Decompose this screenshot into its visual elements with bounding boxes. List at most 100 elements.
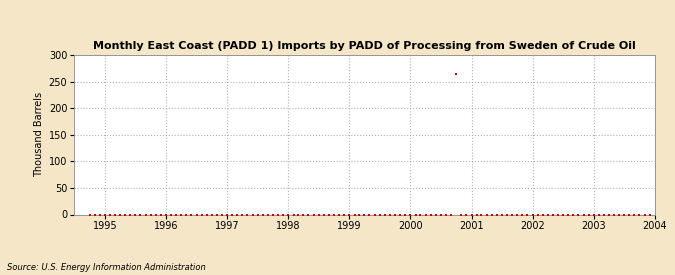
Point	[578, 212, 589, 217]
Point	[212, 212, 223, 217]
Point	[333, 212, 344, 217]
Point	[364, 212, 375, 217]
Point	[558, 212, 568, 217]
Point	[379, 212, 390, 217]
Point	[614, 212, 624, 217]
Point	[425, 212, 436, 217]
Point	[533, 212, 543, 217]
Y-axis label: Thousand Barrels: Thousand Barrels	[34, 92, 45, 177]
Point	[222, 212, 233, 217]
Point	[644, 212, 655, 217]
Point	[573, 212, 584, 217]
Point	[344, 212, 355, 217]
Point	[608, 212, 619, 217]
Point	[589, 212, 599, 217]
Title: Monthly East Coast (PADD 1) Imports by PADD of Processing from Sweden of Crude O: Monthly East Coast (PADD 1) Imports by P…	[93, 42, 636, 51]
Point	[176, 212, 187, 217]
Point	[303, 212, 314, 217]
Point	[84, 212, 95, 217]
Point	[191, 212, 202, 217]
Point	[227, 212, 238, 217]
Point	[389, 212, 400, 217]
Point	[502, 212, 512, 217]
Point	[354, 212, 364, 217]
Point	[639, 212, 650, 217]
Point	[100, 212, 111, 217]
Point	[308, 212, 319, 217]
Point	[242, 212, 252, 217]
Point	[507, 212, 518, 217]
Point	[512, 212, 522, 217]
Point	[232, 212, 242, 217]
Point	[130, 212, 140, 217]
Point	[125, 212, 136, 217]
Point	[319, 212, 329, 217]
Point	[135, 212, 146, 217]
Point	[537, 212, 548, 217]
Point	[517, 212, 528, 217]
Point	[527, 212, 538, 217]
Point	[553, 212, 564, 217]
Point	[547, 212, 558, 217]
Point	[385, 212, 396, 217]
Point	[634, 212, 645, 217]
Point	[273, 212, 284, 217]
Point	[451, 72, 462, 76]
Point	[476, 212, 487, 217]
Point	[201, 212, 212, 217]
Point	[395, 212, 406, 217]
Point	[161, 212, 171, 217]
Point	[151, 212, 161, 217]
Point	[237, 212, 248, 217]
Point	[369, 212, 380, 217]
Point	[145, 212, 156, 217]
Point	[522, 212, 533, 217]
Point	[421, 212, 431, 217]
Point	[288, 212, 299, 217]
Point	[217, 212, 227, 217]
Point	[293, 212, 304, 217]
Text: Source: U.S. Energy Information Administration: Source: U.S. Energy Information Administ…	[7, 263, 205, 272]
Point	[257, 212, 268, 217]
Point	[593, 212, 604, 217]
Point	[247, 212, 258, 217]
Point	[339, 212, 350, 217]
Point	[435, 212, 446, 217]
Point	[491, 212, 502, 217]
Point	[181, 212, 192, 217]
Point	[171, 212, 182, 217]
Point	[155, 212, 166, 217]
Point	[563, 212, 574, 217]
Point	[277, 212, 288, 217]
Point	[405, 212, 416, 217]
Point	[186, 212, 197, 217]
Point	[624, 212, 634, 217]
Point	[598, 212, 609, 217]
Point	[374, 212, 385, 217]
Point	[542, 212, 553, 217]
Point	[400, 212, 410, 217]
Point	[89, 212, 100, 217]
Point	[456, 212, 467, 217]
Point	[119, 212, 130, 217]
Point	[196, 212, 207, 217]
Point	[583, 212, 594, 217]
Point	[629, 212, 640, 217]
Point	[471, 212, 482, 217]
Point	[166, 212, 177, 217]
Point	[252, 212, 263, 217]
Point	[466, 212, 477, 217]
Point	[603, 212, 614, 217]
Point	[410, 212, 421, 217]
Point	[461, 212, 472, 217]
Point	[105, 212, 115, 217]
Point	[109, 212, 120, 217]
Point	[486, 212, 497, 217]
Point	[313, 212, 324, 217]
Point	[497, 212, 508, 217]
Point	[263, 212, 273, 217]
Point	[298, 212, 308, 217]
Point	[446, 212, 456, 217]
Point	[441, 212, 452, 217]
Point	[329, 212, 340, 217]
